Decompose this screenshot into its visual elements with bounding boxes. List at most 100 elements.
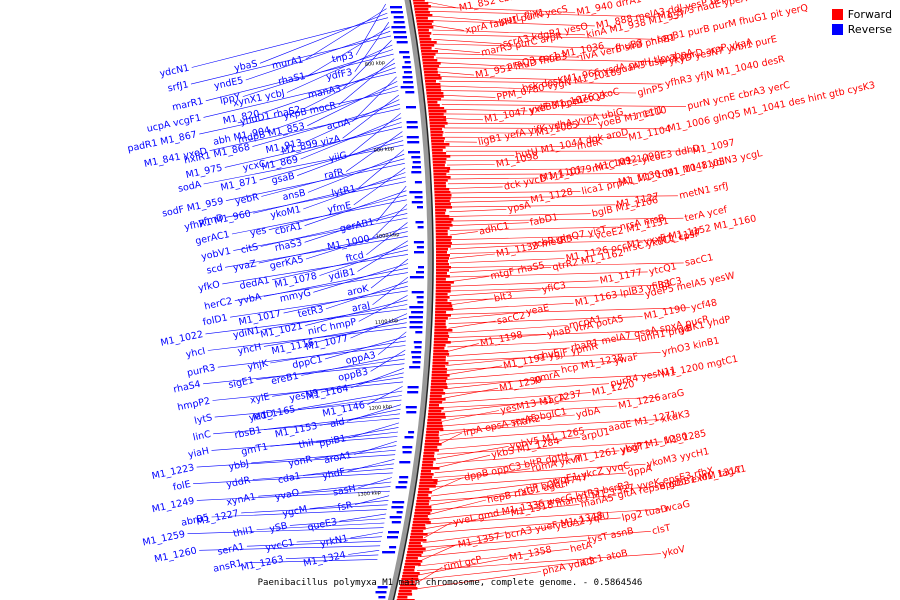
reverse-gene-block xyxy=(402,76,413,79)
forward-gene-block xyxy=(400,581,415,584)
forward-gene-block xyxy=(434,332,449,335)
reverse-label-leader xyxy=(213,418,400,435)
forward-gene-label: sacA xyxy=(542,392,567,408)
reverse-gene-label: folE xyxy=(172,479,192,493)
reverse-gene-block xyxy=(408,151,420,154)
reverse-gene-label: ydfF3 xyxy=(325,67,353,83)
reverse-gene-block xyxy=(400,86,414,89)
reverse-gene-block xyxy=(377,586,388,589)
chromosome-backbone-edge xyxy=(392,0,434,600)
forward-gene-block xyxy=(424,74,441,77)
reverse-label-leader xyxy=(263,413,401,430)
forward-gene-block xyxy=(428,113,444,116)
forward-gene-block xyxy=(430,131,444,134)
forward-gene-block xyxy=(435,305,453,308)
forward-gene-block xyxy=(403,569,415,572)
reverse-label-leader xyxy=(258,486,391,497)
forward-gene-block xyxy=(435,218,454,221)
reverse-label-leader xyxy=(258,231,408,264)
reverse-label-leader xyxy=(354,440,397,455)
forward-label-leader xyxy=(439,85,522,89)
reverse-label-leader xyxy=(272,85,398,131)
forward-label-leader xyxy=(446,356,536,366)
reverse-gene-block xyxy=(408,316,423,319)
reverse-label-leader xyxy=(203,72,397,118)
forward-label-leader xyxy=(449,209,507,213)
forward-gene-label: fabD1 xyxy=(529,212,559,229)
forward-label-leader xyxy=(436,62,506,67)
forward-gene-label: adhC1 xyxy=(478,220,510,237)
forward-gene-block xyxy=(436,254,450,257)
forward-label-leader xyxy=(447,343,479,352)
reverse-label-leader xyxy=(272,377,404,397)
forward-gene-block xyxy=(420,473,434,476)
reverse-gene-label: M1_1260 xyxy=(153,545,198,565)
reverse-gene-label: lppY xyxy=(219,92,242,107)
reverse-gene-label: herC2 xyxy=(203,296,233,313)
forward-gene-label: glnP5 xyxy=(636,83,664,99)
forward-gene-block xyxy=(402,575,419,578)
forward-label-leader xyxy=(449,213,591,217)
forward-gene-block xyxy=(414,11,430,14)
forward-gene-block xyxy=(435,233,448,236)
forward-gene-block xyxy=(433,173,447,176)
forward-label-leader xyxy=(434,43,615,49)
forward-label-leader xyxy=(444,374,661,385)
reverse-gene-block xyxy=(409,321,423,324)
reverse-gene-label: sodA xyxy=(177,179,203,195)
forward-label-leader xyxy=(449,253,495,259)
forward-label-leader xyxy=(435,454,491,469)
forward-label-leader xyxy=(444,132,535,134)
forward-gene-block xyxy=(434,203,451,206)
forward-gene-block xyxy=(435,281,454,284)
forward-gene-block xyxy=(429,119,447,122)
forward-gene-block xyxy=(424,446,438,449)
forward-gene-label: blt3 xyxy=(493,290,513,305)
reverse-gene-label: dedA1 xyxy=(239,275,271,292)
forward-gene-block xyxy=(413,518,430,521)
reverse-gene-block xyxy=(416,271,424,274)
reverse-gene-block xyxy=(412,161,421,164)
reverse-label-leader xyxy=(349,113,401,156)
forward-gene-block xyxy=(436,269,449,272)
reverse-label-leader xyxy=(350,367,405,389)
reverse-gene-label: sasH xyxy=(332,483,357,499)
forward-gene-block xyxy=(412,524,426,527)
forward-label-leader xyxy=(447,334,546,343)
reverse-label-leader xyxy=(225,163,405,201)
forward-gene-block xyxy=(429,401,443,404)
reverse-gene-label: abrB5 xyxy=(180,512,210,529)
reverse-gene-block xyxy=(409,326,423,329)
forward-gene-block xyxy=(426,431,440,434)
reverse-gene-block xyxy=(411,351,422,354)
forward-gene-block xyxy=(432,368,448,371)
reverse-gene-block xyxy=(392,501,405,504)
forward-gene-block xyxy=(428,407,444,410)
ruler-label: 1100 kbp xyxy=(375,318,399,326)
reverse-gene-label: srfJ1 xyxy=(167,79,190,94)
reverse-label-leader xyxy=(205,308,408,335)
forward-label-leader xyxy=(447,182,617,185)
forward-gene-block xyxy=(413,5,431,8)
reverse-gene-block xyxy=(403,71,412,74)
reverse-label-leader xyxy=(307,26,390,77)
forward-label-leader xyxy=(448,307,690,315)
reverse-gene-label: thiI xyxy=(298,437,315,451)
forward-gene-label: sacC1 xyxy=(684,252,714,269)
reverse-gene-block xyxy=(414,181,422,184)
forward-gene-block xyxy=(419,38,432,41)
reverse-gene-block xyxy=(412,361,421,364)
reverse-gene-block xyxy=(406,411,417,414)
legend-forward: Forward xyxy=(831,8,892,21)
reverse-label-leader xyxy=(296,536,382,543)
reverse-label-leader xyxy=(217,345,406,368)
forward-gene-label: araG xyxy=(661,388,686,404)
reverse-gene-label: fsR xyxy=(337,500,354,514)
reverse-gene-block xyxy=(411,171,422,174)
reverse-gene-block xyxy=(405,406,417,409)
reverse-gene-block xyxy=(391,506,404,509)
reverse-label-leader xyxy=(196,490,390,501)
reverse-swatch xyxy=(831,24,843,35)
forward-gene-block xyxy=(405,560,423,563)
forward-label-leader xyxy=(448,325,568,334)
